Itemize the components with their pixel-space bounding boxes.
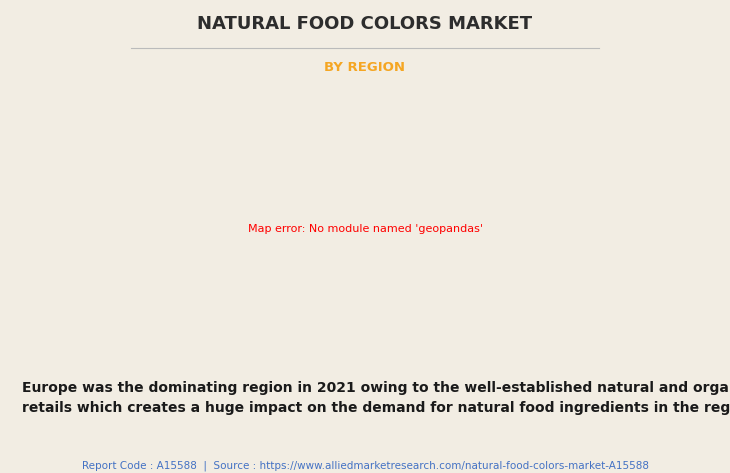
Text: Map error: No module named 'geopandas': Map error: No module named 'geopandas' (247, 224, 483, 235)
Text: NATURAL FOOD COLORS MARKET: NATURAL FOOD COLORS MARKET (197, 15, 533, 33)
Text: BY REGION: BY REGION (325, 61, 405, 74)
Text: Report Code : A15588  |  Source : https://www.alliedmarketresearch.com/natural-f: Report Code : A15588 | Source : https://… (82, 461, 648, 471)
Text: Europe was the dominating region in 2021 owing to the well-established natural a: Europe was the dominating region in 2021… (22, 381, 730, 415)
